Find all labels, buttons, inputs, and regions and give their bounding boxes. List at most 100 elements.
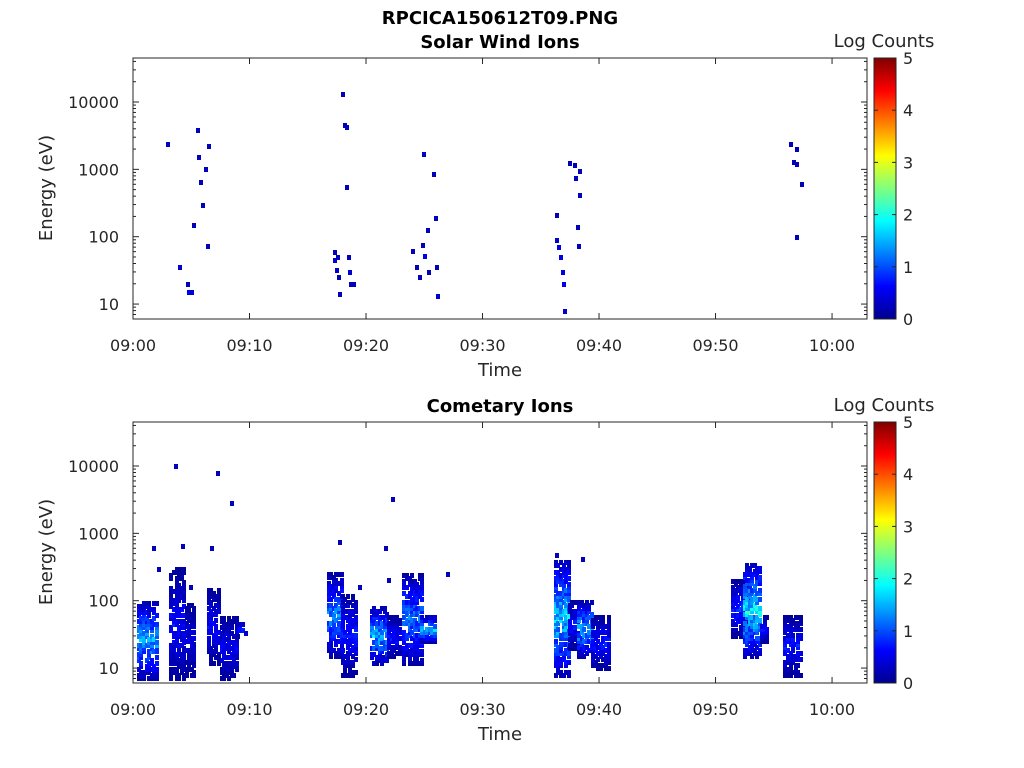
heatmap-cell xyxy=(607,648,611,653)
heatmap-cell xyxy=(147,619,151,624)
colorbar-tick-label: 4 xyxy=(903,101,913,120)
heatmap-cell xyxy=(187,657,191,662)
heatmap-cell xyxy=(222,622,226,627)
heatmap-cell xyxy=(182,567,186,572)
heatmap-cell xyxy=(235,664,239,669)
heatmap-cell xyxy=(222,649,226,654)
heatmap-cell xyxy=(214,597,218,602)
heatmap-cell xyxy=(570,631,574,636)
heatmap-cell xyxy=(334,609,338,614)
heatmap-cell xyxy=(415,597,419,602)
heatmap-cell xyxy=(358,585,362,590)
heatmap-cell xyxy=(736,619,740,624)
heatmap-cell xyxy=(337,639,341,644)
heatmap-cell xyxy=(799,636,803,641)
heatmap-cell xyxy=(227,643,231,648)
heatmap-cell xyxy=(390,651,394,656)
heatmap-cell xyxy=(182,640,186,645)
heatmap-cell xyxy=(182,619,186,624)
heatmap-cell xyxy=(736,607,740,612)
heatmap-cell xyxy=(238,625,242,630)
heatmap-cell xyxy=(562,600,566,605)
heatmap-cell xyxy=(408,576,412,581)
heatmap-cell xyxy=(607,666,611,671)
heatmap-cell xyxy=(169,643,173,648)
heatmap-cell xyxy=(341,627,345,632)
heatmap-cell xyxy=(573,634,577,639)
heatmap-cell xyxy=(232,652,236,657)
heatmap-cell xyxy=(562,657,566,662)
colorbar xyxy=(873,421,897,684)
heatmap-cell xyxy=(187,648,191,653)
heatmap-cell xyxy=(783,645,787,650)
heatmap-cell xyxy=(563,309,567,314)
heatmap-cell xyxy=(334,606,338,611)
heatmap-cell xyxy=(235,619,239,624)
heatmap-cell xyxy=(182,625,186,630)
heatmap-cell xyxy=(556,663,560,668)
heatmap-cell xyxy=(227,664,231,669)
heatmap-cell xyxy=(402,606,406,611)
heatmap-cell xyxy=(139,655,143,660)
heatmap-cell xyxy=(799,673,803,678)
heatmap-cell xyxy=(582,639,586,644)
heatmap-cell xyxy=(567,673,571,678)
heatmap-cell xyxy=(731,607,735,612)
heatmap-cell xyxy=(155,655,159,660)
heatmap-cell xyxy=(192,645,196,650)
heatmap-cell xyxy=(748,569,752,574)
heatmap-cell xyxy=(607,624,611,629)
heatmap-cell xyxy=(601,630,605,635)
heatmap-cell xyxy=(348,627,352,632)
heatmap-cell xyxy=(425,630,429,635)
heatmap-cells xyxy=(137,464,803,681)
heatmap-cell xyxy=(599,666,603,671)
heatmap-cell xyxy=(169,598,173,603)
heatmap-cell xyxy=(415,655,419,660)
heatmap-cell xyxy=(337,609,341,614)
heatmap-cell xyxy=(235,661,239,666)
heatmap-cell xyxy=(763,621,767,626)
heatmap-cell xyxy=(415,591,419,596)
heatmap-cell xyxy=(351,633,355,638)
heatmap-cell xyxy=(190,290,194,295)
heatmap-cell xyxy=(192,223,196,228)
heatmap-cell xyxy=(596,639,600,644)
heatmap-cell xyxy=(783,615,787,620)
heatmap-cell xyxy=(411,249,415,254)
heatmap-cell xyxy=(340,651,344,656)
heatmap-cell xyxy=(387,627,391,632)
heatmap-cell xyxy=(147,601,151,606)
heatmap-cell xyxy=(172,619,176,624)
heatmap-cell xyxy=(591,645,595,650)
y-tick-label: 10 xyxy=(99,659,119,678)
heatmap-cell xyxy=(139,676,143,681)
heatmap-cell xyxy=(556,579,560,584)
heatmap-cell xyxy=(341,621,345,626)
heatmap-cell xyxy=(789,630,793,635)
heatmap-cell xyxy=(182,658,186,663)
heatmap-cell xyxy=(791,633,795,638)
heatmap-cell xyxy=(745,612,749,617)
heatmap-cell xyxy=(582,606,586,611)
heatmap-cell xyxy=(152,616,156,621)
heatmap-cell xyxy=(570,600,574,605)
heatmap-cell xyxy=(420,636,424,641)
heatmap-cell xyxy=(731,628,735,633)
heatmap-cell xyxy=(155,673,159,678)
heatmap-cell xyxy=(227,676,231,681)
heatmap-cell xyxy=(581,557,585,562)
heatmap-cell xyxy=(402,603,406,608)
colorbar-tick-label: 0 xyxy=(903,674,913,693)
heatmap-cell xyxy=(139,664,143,669)
heatmap-cell xyxy=(413,618,417,623)
heatmap-cell xyxy=(745,633,749,638)
heatmap-cell xyxy=(332,591,336,596)
heatmap-cell xyxy=(604,648,608,653)
heatmap-cell xyxy=(238,628,242,633)
heatmap-cell xyxy=(750,572,754,577)
heatmap-cell xyxy=(329,591,333,596)
heatmap-cell xyxy=(430,636,434,641)
heatmap-cell xyxy=(567,660,571,665)
heatmap-cell xyxy=(206,244,210,249)
